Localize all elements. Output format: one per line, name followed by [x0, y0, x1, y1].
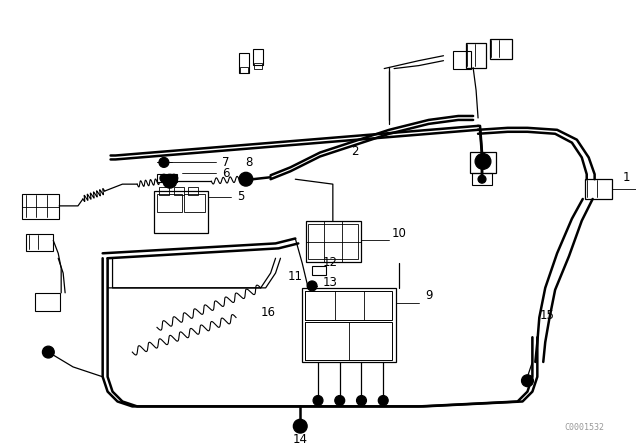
Bar [472, 173, 492, 185]
Bar [22, 194, 59, 219]
Bar [35, 293, 60, 310]
Text: 14: 14 [292, 432, 308, 445]
Bar [157, 174, 177, 182]
Bar [453, 51, 471, 69]
Bar [302, 288, 396, 362]
Circle shape [356, 396, 367, 405]
Text: 16: 16 [261, 306, 276, 319]
Circle shape [170, 174, 178, 182]
Bar [157, 194, 182, 212]
Circle shape [313, 396, 323, 405]
Circle shape [475, 154, 491, 169]
Circle shape [160, 174, 168, 182]
Text: 11: 11 [288, 270, 303, 283]
Bar [184, 194, 205, 212]
Circle shape [307, 281, 317, 291]
Bar [308, 224, 358, 259]
Text: 9: 9 [425, 289, 433, 302]
Text: 2: 2 [351, 145, 358, 158]
Bar [470, 151, 496, 173]
Circle shape [378, 396, 388, 405]
Text: 10: 10 [392, 227, 406, 240]
Circle shape [42, 346, 54, 358]
Circle shape [335, 396, 345, 405]
Bar [159, 187, 169, 195]
Bar [466, 43, 486, 68]
Bar [154, 191, 209, 233]
Text: 1: 1 [623, 171, 630, 184]
Bar [240, 67, 248, 73]
Circle shape [239, 172, 253, 186]
Bar [239, 53, 249, 73]
Bar [306, 221, 360, 262]
Text: C0001532: C0001532 [564, 423, 605, 432]
Text: 5: 5 [237, 190, 244, 203]
Bar [585, 179, 612, 199]
Bar [253, 49, 262, 65]
Text: 7: 7 [223, 156, 230, 169]
Circle shape [163, 174, 177, 188]
Bar [174, 187, 184, 195]
Circle shape [478, 175, 486, 183]
Bar [26, 233, 53, 251]
Bar [490, 39, 511, 59]
Bar [188, 187, 198, 195]
Circle shape [293, 419, 307, 433]
Circle shape [159, 158, 169, 168]
Text: 15: 15 [540, 309, 555, 322]
Circle shape [522, 375, 533, 387]
Text: 13: 13 [323, 276, 337, 289]
Text: 8: 8 [245, 156, 253, 169]
Bar [305, 323, 392, 360]
Bar [254, 63, 262, 69]
Bar [305, 291, 392, 320]
Text: 6: 6 [223, 167, 230, 180]
Bar [312, 266, 326, 275]
Text: 12: 12 [323, 256, 337, 269]
